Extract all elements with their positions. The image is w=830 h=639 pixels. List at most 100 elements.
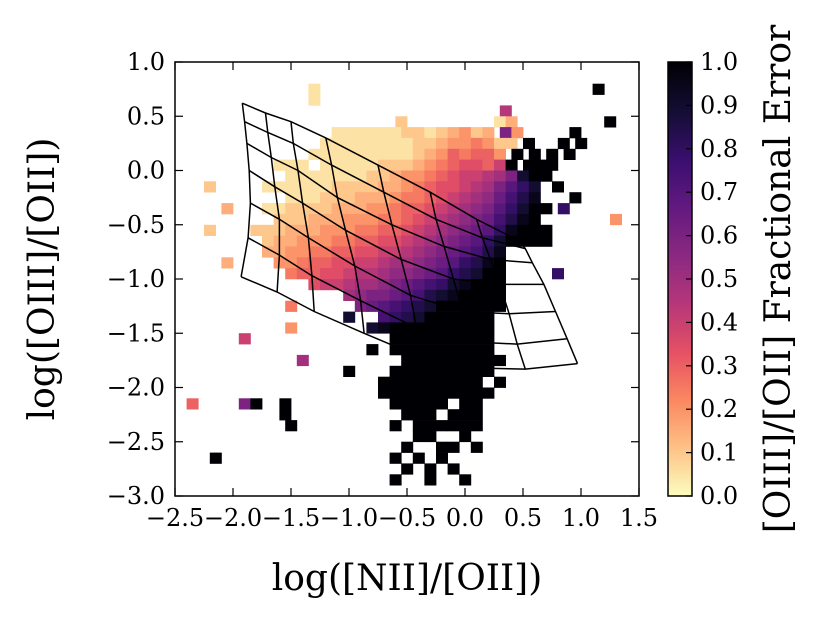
- histogram-bin: [308, 279, 321, 291]
- histogram-bin: [447, 376, 460, 388]
- histogram-bin: [250, 224, 263, 236]
- histogram-bin: [424, 387, 437, 399]
- histogram-bin: [569, 192, 582, 204]
- histogram-bin: [343, 203, 356, 215]
- x-tick-label: 0.5: [504, 504, 542, 532]
- histogram-bin: [366, 246, 379, 258]
- histogram-bin: [378, 311, 390, 323]
- histogram-bin: [273, 159, 286, 171]
- histogram-bin: [343, 224, 356, 236]
- histogram-bin: [296, 192, 309, 204]
- histogram-bin: [296, 159, 309, 171]
- histogram-bin: [331, 181, 344, 193]
- histogram-bin: [459, 398, 472, 410]
- histogram-bin: [482, 137, 495, 150]
- histogram-bin: [320, 246, 332, 258]
- histogram-bin: [285, 420, 298, 432]
- histogram-bin: [378, 181, 390, 193]
- histogram-bin: [436, 279, 448, 291]
- histogram-bin: [238, 398, 251, 410]
- histogram-bin: [436, 127, 448, 139]
- histogram-bin: [378, 148, 390, 160]
- histogram-bin: [354, 181, 367, 193]
- model-grid-isocurve: [377, 164, 422, 358]
- histogram-bin: [296, 257, 309, 269]
- histogram-bin: [552, 268, 564, 280]
- histogram-bin: [424, 311, 437, 323]
- histogram-bin: [412, 300, 425, 312]
- histogram-bin: [366, 192, 379, 204]
- histogram-bin: [470, 289, 483, 301]
- histogram-bin: [401, 333, 414, 345]
- histogram-bin: [424, 398, 437, 410]
- histogram-bin: [389, 268, 402, 280]
- histogram-bin: [296, 181, 309, 193]
- histogram-bin: [470, 257, 483, 269]
- histogram-bin: [528, 203, 541, 215]
- histogram-bin: [401, 268, 414, 280]
- histogram-bin: [285, 181, 298, 193]
- histogram-bin: [401, 181, 414, 193]
- model-grid-track: [246, 142, 533, 264]
- histogram-bin: [401, 376, 414, 388]
- histogram-bin: [505, 170, 518, 182]
- histogram-bin: [482, 192, 495, 204]
- histogram-bin: [354, 246, 367, 258]
- histogram-bin: [354, 268, 367, 280]
- histogram-bin: [436, 181, 448, 193]
- histogram-bin: [412, 376, 425, 388]
- histogram-bin: [395, 116, 408, 128]
- histogram-bin: [436, 420, 448, 432]
- model-grid-isocurve: [475, 219, 527, 370]
- histogram-bin: [320, 137, 332, 150]
- histogram-bin: [459, 127, 472, 139]
- histogram-bin: [412, 203, 425, 215]
- histogram-bin: [494, 148, 506, 160]
- histogram-bin: [424, 376, 437, 388]
- histogram-bin: [308, 83, 321, 95]
- histogram-bin: [343, 170, 356, 182]
- histogram-bin: [470, 354, 483, 367]
- histogram-bin: [470, 344, 483, 356]
- histogram-bin: [494, 376, 506, 388]
- y-tick-label: −2.5: [107, 428, 165, 456]
- histogram-bin: [262, 203, 274, 215]
- histogram-bin: [470, 311, 483, 323]
- histogram-bin: [389, 203, 402, 215]
- histogram-bin: [436, 452, 448, 464]
- histogram-bin: [320, 213, 332, 226]
- histogram-bin: [482, 257, 495, 269]
- histogram-bin: [366, 289, 379, 301]
- histogram-bin: [436, 344, 448, 356]
- histogram-bin: [401, 246, 414, 258]
- histogram-bin: [401, 159, 414, 171]
- histogram-bin: [447, 257, 460, 269]
- histogram-bin: [378, 159, 390, 171]
- histogram-bin: [436, 203, 448, 215]
- histogram-bin: [447, 387, 460, 399]
- histogram-bin: [285, 170, 298, 182]
- histogram-bin: [482, 387, 495, 399]
- histogram-bin: [424, 203, 437, 215]
- histogram-bin: [343, 279, 356, 291]
- histogram-bin: [459, 159, 472, 171]
- histogram-bin: [459, 279, 472, 291]
- histogram-bin: [320, 224, 332, 236]
- histogram-bin: [285, 213, 298, 226]
- histogram-bin: [447, 268, 460, 280]
- histogram-bin: [343, 181, 356, 193]
- histogram-bin: [459, 137, 472, 150]
- histogram-bin: [389, 387, 402, 399]
- histogram-bin: [366, 170, 379, 182]
- histogram-bin: [470, 398, 483, 410]
- histogram-bin: [412, 268, 425, 280]
- histogram-bin: [494, 170, 506, 182]
- histogram-bin: [436, 148, 448, 160]
- histogram-bin: [470, 159, 483, 171]
- histogram-bin: [470, 235, 483, 247]
- histogram-bin: [262, 181, 274, 193]
- histogram-bin: [320, 279, 332, 291]
- histogram-bin: [366, 224, 379, 236]
- y-tick-label: −3.0: [107, 482, 165, 510]
- histogram-bin: [470, 365, 483, 377]
